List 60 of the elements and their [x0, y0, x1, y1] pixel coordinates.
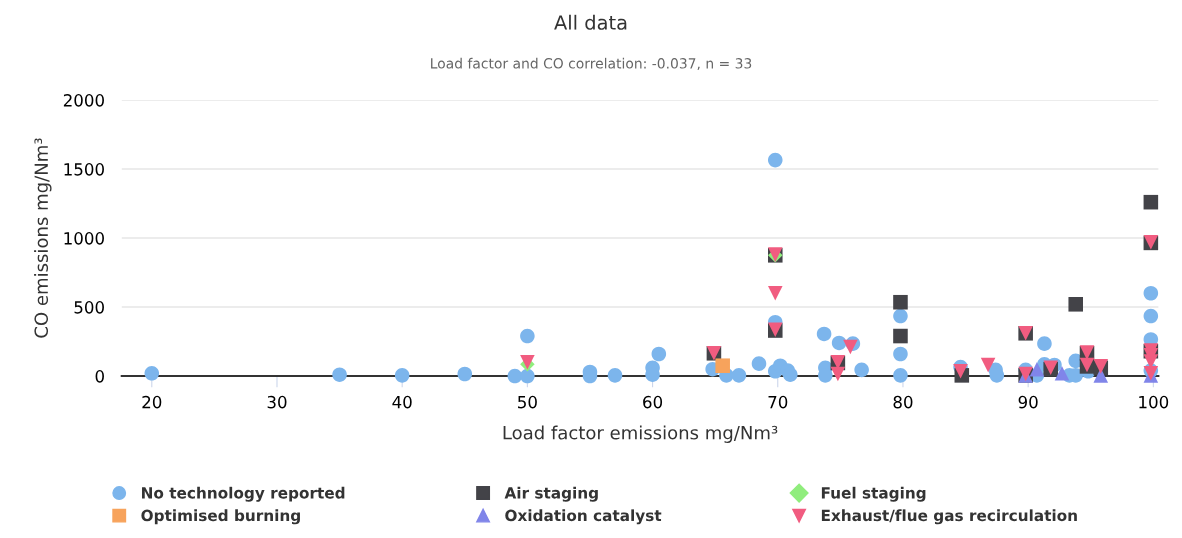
- point: [332, 367, 347, 382]
- x-tick-label: 40: [392, 395, 412, 409]
- point: [520, 328, 535, 344]
- legend-label: Oxidation catalyst: [505, 509, 662, 525]
- point: [651, 346, 667, 362]
- point: [1037, 336, 1052, 351]
- point: [989, 368, 1005, 383]
- x-tick-label: 20: [142, 395, 162, 409]
- point: [1143, 285, 1159, 301]
- x-tick-label: 90: [1018, 395, 1038, 409]
- point: [507, 368, 523, 384]
- point: [893, 328, 908, 344]
- point: [893, 308, 908, 324]
- chart-title: All data: [554, 14, 627, 30]
- point: [843, 339, 858, 355]
- point: [767, 285, 783, 301]
- chart-subtitle: Load factor and CO correlation: -0.037, n = 33: [431, 57, 752, 71]
- point: [731, 368, 747, 383]
- x-tick-label: 50: [518, 395, 537, 409]
- point: [893, 294, 908, 310]
- point: [1143, 308, 1159, 324]
- point: [854, 362, 869, 378]
- point: [831, 335, 847, 351]
- point: [715, 358, 730, 373]
- x-tick-label: 80: [893, 395, 913, 409]
- x-tick-label: 70: [768, 395, 788, 409]
- legend-label: Fuel staging: [821, 486, 926, 502]
- point: [1143, 194, 1159, 210]
- x-tick-label: 100: [1139, 395, 1169, 409]
- y-tick-label: 2000: [63, 94, 104, 107]
- legend-label: Air staging: [504, 486, 598, 502]
- point: [520, 368, 535, 384]
- legend-label: No technology reported: [142, 486, 345, 502]
- point: [457, 366, 473, 382]
- point: [953, 363, 968, 379]
- point: [767, 152, 783, 168]
- y-axis-title: CO emissions mg/Nm³: [34, 138, 52, 338]
- point: [1029, 361, 1045, 377]
- y-tick-label: 500: [74, 301, 104, 314]
- point: [1068, 297, 1084, 312]
- point: [980, 357, 996, 373]
- point: [144, 366, 160, 381]
- point: [1054, 366, 1070, 381]
- point: [830, 366, 846, 382]
- point: [607, 368, 623, 383]
- point: [893, 346, 908, 362]
- point: [394, 368, 410, 383]
- point: [893, 368, 908, 383]
- point: [751, 356, 767, 371]
- y-tick-label: 1000: [64, 232, 104, 245]
- legend-label: Optimised burning: [141, 509, 300, 525]
- point: [816, 326, 832, 342]
- point: [1093, 368, 1109, 383]
- legend-label: Exhaust/flue gas recirculation: [821, 509, 1077, 525]
- x-tick-label: 30: [267, 395, 287, 409]
- x-tick-label: 60: [643, 395, 663, 409]
- y-tick-label: 1500: [64, 163, 104, 176]
- y-tick-label: 0: [95, 370, 104, 383]
- x-axis-title: Load factor emissions mg/Nm³: [503, 425, 778, 443]
- point: [783, 367, 798, 382]
